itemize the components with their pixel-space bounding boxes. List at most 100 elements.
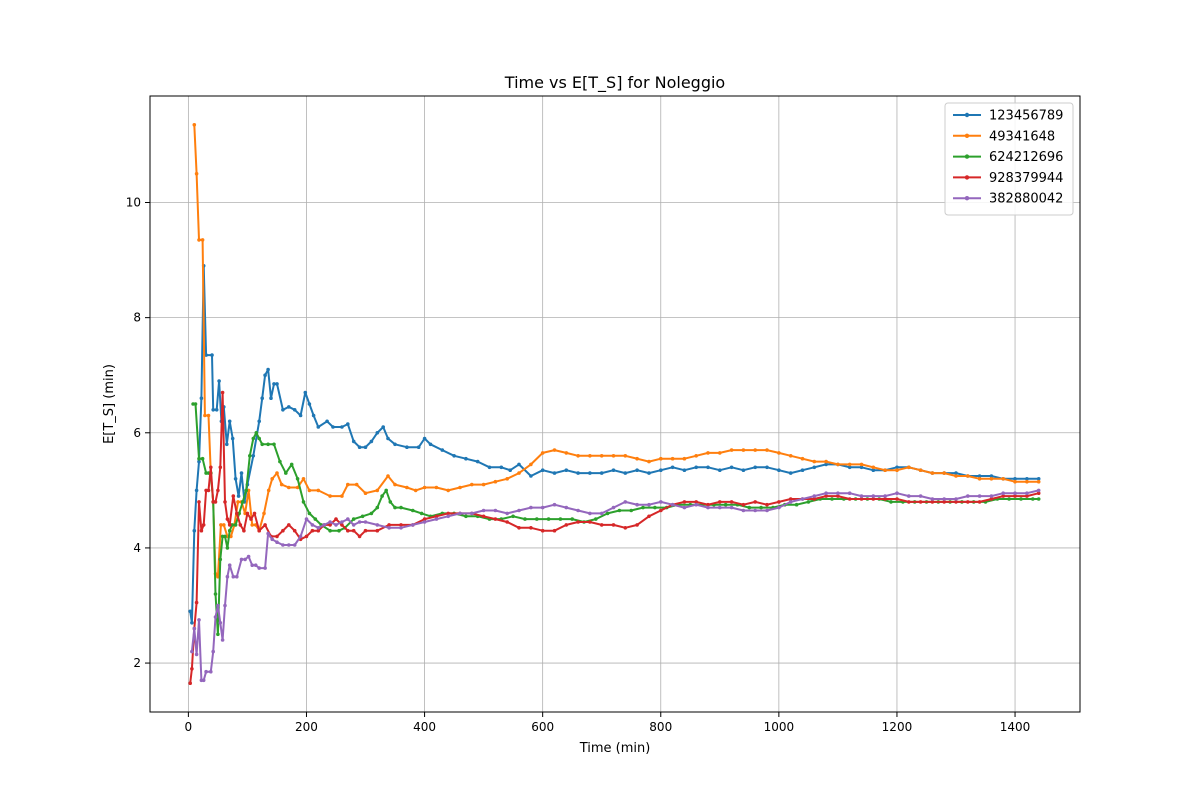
data-point	[340, 494, 344, 498]
data-point	[340, 523, 344, 527]
data-point	[871, 465, 876, 470]
data-point	[1001, 477, 1005, 481]
data-point	[275, 471, 279, 475]
data-point	[824, 491, 828, 496]
data-point	[200, 456, 205, 461]
data-point	[546, 517, 551, 521]
data-point	[493, 517, 498, 521]
data-point	[254, 431, 259, 435]
data-point	[989, 477, 994, 481]
data-point	[292, 528, 297, 533]
data-point	[213, 615, 218, 619]
data-point	[629, 508, 633, 513]
data-point	[292, 408, 297, 412]
data-point	[540, 528, 545, 533]
data-point	[233, 523, 238, 527]
data-point	[304, 517, 309, 521]
data-point	[199, 396, 204, 401]
data-point	[190, 649, 194, 654]
data-point	[977, 494, 982, 498]
legend-label: 382880042	[989, 192, 1063, 207]
data-point	[307, 402, 312, 406]
data-point	[248, 454, 252, 458]
data-point	[753, 465, 757, 470]
data-point	[918, 494, 923, 498]
data-point	[316, 488, 321, 493]
data-point	[243, 557, 247, 562]
data-point	[647, 459, 651, 464]
data-point	[641, 505, 645, 510]
data-point	[611, 468, 616, 473]
data-point	[351, 439, 356, 444]
legend-label: 123456789	[989, 109, 1063, 124]
data-point	[422, 436, 427, 441]
data-point	[540, 505, 545, 510]
data-point	[235, 574, 239, 579]
data-point	[788, 471, 793, 475]
data-point	[989, 494, 994, 498]
data-point	[635, 456, 639, 461]
y-tick-label: 10	[126, 196, 141, 210]
y-tick-label: 2	[133, 656, 141, 670]
data-point	[942, 500, 946, 504]
data-point	[192, 123, 197, 127]
data-point	[209, 465, 213, 470]
data-point	[1036, 477, 1041, 481]
y-tick-label: 4	[133, 541, 141, 555]
data-point	[278, 459, 282, 464]
data-point	[434, 485, 439, 490]
data-point	[824, 459, 828, 464]
data-point	[242, 528, 246, 533]
data-point	[1025, 494, 1029, 498]
data-point	[246, 554, 251, 559]
data-point	[729, 465, 734, 470]
data-point	[647, 471, 651, 475]
data-point	[360, 514, 365, 519]
data-point	[588, 520, 592, 524]
data-point	[413, 488, 418, 493]
data-point	[257, 528, 262, 533]
data-point	[301, 500, 306, 504]
data-point	[416, 445, 421, 450]
series-382880042	[190, 488, 1041, 683]
data-point	[346, 528, 350, 533]
data-point	[659, 468, 663, 473]
data-point	[954, 471, 958, 475]
data-point	[251, 436, 256, 441]
data-point	[201, 523, 206, 527]
legend-item: 123456789	[953, 109, 1063, 124]
data-point	[788, 497, 793, 501]
data-point	[907, 500, 911, 504]
legend-label: 624212696	[989, 150, 1063, 165]
data-point	[812, 465, 817, 470]
data-point	[1025, 479, 1029, 484]
data-point	[375, 505, 380, 510]
data-point	[475, 459, 480, 464]
data-point	[225, 574, 230, 579]
x-tick-label: 1200	[882, 720, 913, 734]
data-point	[493, 479, 498, 484]
data-point	[295, 485, 300, 490]
data-point	[322, 523, 327, 527]
data-point	[375, 523, 380, 527]
x-tick-label: 200	[295, 720, 318, 734]
data-point	[266, 488, 271, 493]
data-point	[292, 543, 297, 547]
data-point	[363, 528, 368, 533]
data-point	[659, 456, 663, 461]
data-point	[303, 390, 308, 395]
data-point	[464, 514, 468, 519]
data-point	[824, 494, 828, 498]
data-point	[954, 474, 958, 478]
data-point	[210, 353, 214, 357]
data-point	[340, 520, 344, 524]
data-point	[847, 462, 852, 467]
legend: 123456789 49341648 624212696 928379944 38288…	[944, 102, 1074, 216]
data-point	[753, 508, 757, 513]
data-point	[481, 508, 486, 513]
data-point	[238, 523, 243, 527]
data-point	[363, 520, 368, 524]
data-point	[800, 456, 805, 461]
data-point	[257, 419, 262, 424]
data-point	[272, 442, 276, 447]
